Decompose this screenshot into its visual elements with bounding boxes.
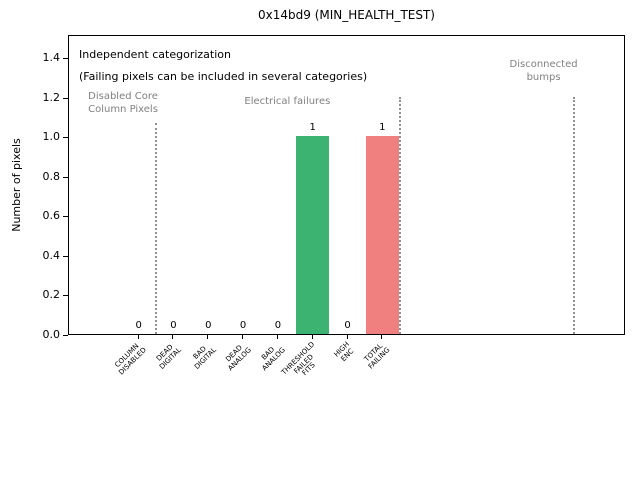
y-tick-label: 1.2	[42, 90, 61, 104]
region-divider-line	[572, 96, 575, 334]
bar	[296, 136, 330, 334]
y-tick-mark	[63, 295, 68, 297]
chart-title: 0x14bd9 (MIN_HEALTH_TEST)	[258, 8, 435, 22]
bar-value-label: 0	[170, 320, 177, 331]
y-tick-mark	[63, 176, 68, 178]
x-tick-label: HIGH ENC	[333, 340, 356, 363]
y-tick-label: 1.0	[42, 130, 61, 144]
y-tick-label: 0.0	[42, 328, 61, 341]
y-tick-mark	[63, 58, 68, 60]
bar-value-label: 0	[344, 320, 351, 331]
x-tick-mark	[242, 335, 244, 339]
annotation-region-disabled-core: Disabled Core Column Pixels	[88, 91, 158, 115]
y-tick-label: 0.6	[42, 209, 61, 223]
annotation-independent-categorization: Independent categorization	[79, 48, 231, 61]
bar-value-label: 0	[239, 320, 247, 331]
bar-value-label: 1	[309, 122, 316, 134]
x-tick-mark	[381, 335, 383, 339]
plot-area: 0 0 0 0 0 1 0 1 Independent categorization (Faili…	[68, 35, 625, 335]
y-tick-mark	[63, 97, 68, 99]
x-tick-mark	[311, 335, 313, 339]
y-tick-mark	[63, 335, 68, 336]
annotation-region-electrical-failures: Electrical failures	[244, 96, 331, 108]
y-tick-mark	[63, 137, 68, 139]
y-tick-mark	[63, 255, 68, 257]
bar-value-label: 0	[205, 320, 212, 331]
region-divider-line	[398, 96, 401, 334]
x-tick-label: BAD DIGITAL	[191, 344, 218, 371]
x-tick-label: DEAD ANALOG	[223, 343, 253, 373]
bar-value-label: 0	[274, 320, 282, 331]
x-tick-label: THRESHOLD FAILED FITS	[280, 340, 318, 378]
annotation-categories-note: (Failing pixels can be included in sever…	[79, 69, 368, 83]
bar-value-label: 1	[379, 122, 386, 134]
x-tick-label: TOTAL FAILING	[363, 341, 392, 371]
region-divider-line	[155, 123, 158, 334]
y-tick-label: 0.4	[42, 248, 61, 262]
annotation-region-disconnected-bumps: Disconnected bumps	[509, 58, 578, 83]
y-tick-label: 1.4	[42, 51, 61, 65]
bar-value-label: 0	[135, 320, 142, 331]
x-tick-label: DEAD DIGITAL	[154, 342, 183, 371]
x-tick-mark	[276, 335, 278, 339]
x-tick-mark	[172, 335, 174, 339]
x-tick-label: COLUMN DISABLED	[113, 342, 148, 377]
y-tick-label: 0.8	[42, 169, 61, 183]
y-tick-mark	[63, 216, 68, 218]
x-tick-mark	[346, 335, 348, 339]
y-tick-label: 0.2	[42, 288, 61, 302]
bar	[365, 136, 399, 334]
x-tick-mark	[207, 335, 209, 339]
x-tick-mark	[137, 335, 139, 339]
